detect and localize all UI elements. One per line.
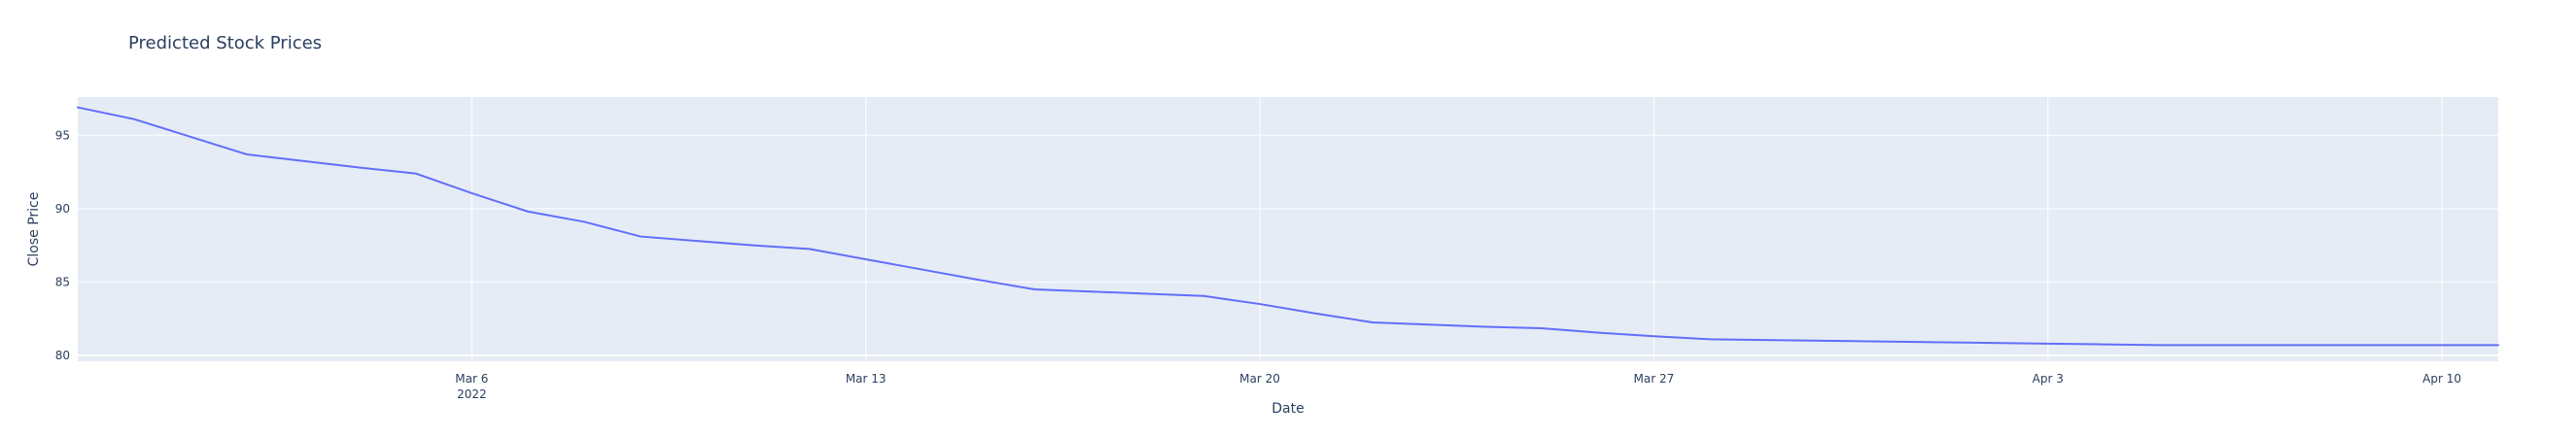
data-point: [302, 160, 304, 162]
data-point: [1315, 313, 1317, 315]
x-tick-label: Mar 13: [846, 372, 887, 386]
data-point: [640, 236, 642, 238]
data-point: [1259, 303, 1261, 305]
data-point: [1541, 327, 1543, 329]
data-point: [2497, 345, 2499, 347]
y-tick-label: 95: [55, 128, 70, 142]
data-point: [190, 136, 191, 138]
data-point: [865, 258, 867, 260]
data-point: [922, 269, 923, 271]
data-point: [809, 249, 811, 251]
x-tick-label: Apr 10: [2422, 372, 2461, 386]
data-point: [246, 153, 248, 155]
y-axis-title: Close Price: [26, 192, 42, 267]
data-point: [2160, 345, 2162, 347]
data-point: [1484, 326, 1486, 328]
grid-lines: [78, 97, 2498, 361]
chart-title: Predicted Stock Prices: [128, 33, 322, 53]
data-point: [1654, 336, 1655, 338]
data-point: [1597, 332, 1599, 334]
y-tick-label: 80: [55, 349, 70, 362]
data-point: [1878, 341, 1880, 343]
x-axis-title: Date: [1271, 401, 1304, 417]
data-point: [77, 107, 79, 109]
x-tick-label: Mar 20: [1239, 372, 1280, 386]
x-tick-label: Mar 27: [1634, 372, 1675, 386]
data-point: [471, 192, 473, 194]
data-point: [2216, 345, 2218, 347]
data-point: [527, 211, 529, 213]
x-tick-label: Apr 3: [2033, 372, 2064, 386]
data-point: [696, 240, 698, 242]
data-point: [1202, 295, 1204, 297]
data-point: [1034, 288, 1036, 290]
y-axis-ticks: 80 85 90 95: [55, 128, 70, 362]
data-point: [2104, 344, 2106, 346]
data-point: [1934, 342, 1936, 344]
data-point: [1991, 342, 1993, 344]
data-point: [1822, 340, 1824, 342]
data-point: [2328, 345, 2330, 347]
data-point: [1372, 321, 1374, 323]
data-point: [752, 245, 754, 247]
data-point: [1710, 339, 1712, 341]
x-tick-sublabel: 2022: [457, 387, 487, 401]
data-point: [415, 173, 417, 175]
plot-background: [78, 97, 2498, 361]
data-point: [1765, 339, 1767, 341]
data-point: [978, 279, 980, 281]
data-point: [1146, 293, 1148, 295]
data-point: [2047, 343, 2049, 345]
data-point: [133, 118, 135, 120]
x-tick-label: Mar 6: [455, 372, 488, 386]
y-tick-label: 90: [55, 202, 70, 216]
series-layer: [77, 106, 2499, 347]
data-point: [359, 167, 361, 169]
data-point: [583, 221, 585, 223]
data-point: [1428, 323, 1430, 325]
data-point: [1091, 290, 1093, 292]
series-line: [77, 106, 2499, 347]
data-point: [2441, 345, 2443, 347]
data-point: [2273, 345, 2275, 347]
y-tick-label: 85: [55, 275, 70, 288]
data-point: [2385, 345, 2386, 347]
